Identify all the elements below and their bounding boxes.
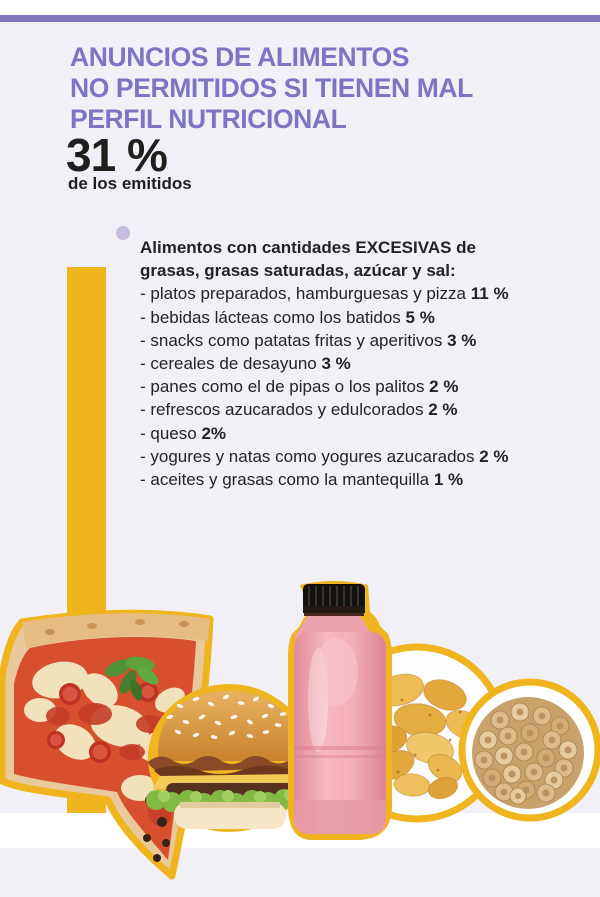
list-item-value: 3 % [321,354,351,374]
excess-foods-section: Alimentos con cantidades EXCESIVAS de gr… [140,236,576,491]
list-item: - yogures y natas como yogures azucarado… [140,445,576,468]
food-collage [0,581,600,880]
list-item: - bebidas lácteas como los batidos 5 % [140,306,576,329]
list-item-value: 11 % [470,284,509,304]
list-item-text: - snacks como patatas fritas y aperitivo… [140,330,448,350]
list-item-text: - yogures y natas como yogures azucarado… [140,446,480,466]
stat-value: 31 % [66,129,168,181]
smoothie-bottle-image [288,581,392,840]
list-item: - cereales de desayuno 3 % [140,352,576,375]
title-line-1: ANUNCIOS DE ALIMENTOS [70,42,410,72]
top-white-strip [0,0,600,15]
list-item-text: - panes como el de pipas o los palitos [140,377,430,397]
list-item-text: - refrescos azucarados y edulcorados [140,400,429,420]
excess-foods-list: - platos preparados, hamburguesas y pizz… [140,282,576,491]
list-item-value: 2 % [429,377,459,397]
purple-divider [0,15,600,22]
cereal-bowl-image [458,678,600,822]
list-item: - queso 2% [140,422,576,445]
list-item: - snacks como patatas fritas y aperitivo… [140,329,576,352]
hamburger-image [146,684,310,832]
list-item: - aceites y grasas como la mantequilla 1… [140,468,576,491]
excess-foods-intro: Alimentos con cantidades EXCESIVAS de gr… [140,238,476,281]
page-title: ANUNCIOS DE ALIMENTOS NO PERMITIDOS SI T… [70,42,473,135]
stat-caption: de los emitidos [68,174,192,193]
title-line-2: NO PERMITIDOS SI TIENEN MAL [70,73,473,103]
list-item-value: 5 % [405,307,435,327]
title-line-3: PERFIL NUTRICIONAL [70,104,347,134]
list-item: - panes como el de pipas o los palitos 2… [140,375,576,398]
list-item: - platos preparados, hamburguesas y pizz… [140,282,576,305]
list-item-text: - bebidas lácteas como los batidos [140,307,406,327]
list-item-value: 3 % [447,330,477,350]
list-item-text: - cereales de desayuno [140,354,322,374]
basil-leaves [104,656,159,701]
list-item-text: - queso [140,423,202,443]
list-item-value: 1 % [433,470,464,490]
list-item: - refrescos azucarados y edulcorados 2 % [140,398,576,421]
list-item-value: 2% [201,423,227,443]
list-item-text: - platos preparados, hamburguesas y pizz… [140,284,471,304]
list-item-value: 2 % [479,446,509,466]
pizza-slice-image [0,609,214,880]
list-item-value: 2 % [428,400,458,420]
list-item-text: - aceites y grasas como la mantequilla [140,470,434,490]
bullet-dot-icon [116,226,130,240]
